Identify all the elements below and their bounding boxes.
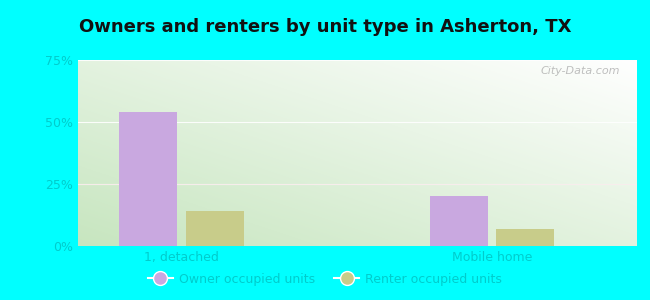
Bar — [186, 211, 244, 246]
Legend: Owner occupied units, Renter occupied units: Owner occupied units, Renter occupied un… — [143, 268, 507, 291]
Bar — [496, 229, 554, 246]
Text: City-Data.com: City-Data.com — [541, 66, 620, 76]
Bar — [120, 112, 177, 246]
Bar — [430, 196, 488, 246]
Text: Owners and renters by unit type in Asherton, TX: Owners and renters by unit type in Asher… — [79, 18, 571, 36]
